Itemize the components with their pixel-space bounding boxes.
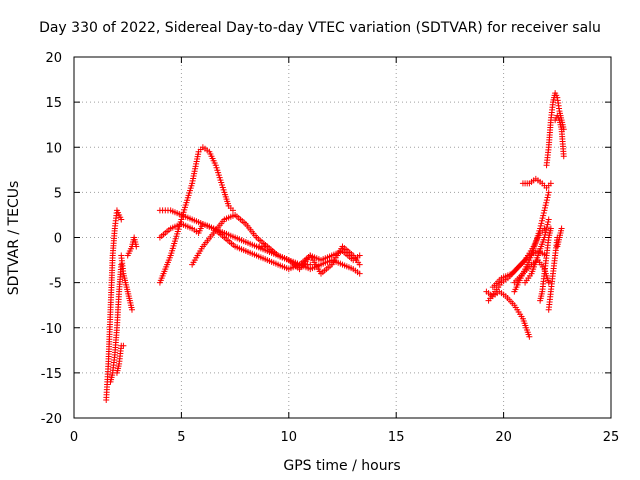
series-arc-15 [511,189,552,295]
y-axis-ticks: -20 -15 -10 -5 0 5 10 15 20 [41,51,611,427]
series-arc-22 [552,112,567,160]
plot-frame [73,56,612,419]
data-point [545,219,552,226]
data-point [547,225,554,232]
series-arc-11 [483,288,533,340]
series-arc-2 [107,261,125,385]
series-arc-17 [519,175,554,191]
data-point [543,224,550,231]
y-tick-label: 0 [54,232,62,247]
data-point [537,225,544,232]
series-arc-1 [103,207,125,403]
series-arc-18 [537,225,554,304]
data-point [540,212,547,219]
series-arc-4 [118,252,135,313]
data-point [558,225,565,232]
data-point [542,204,549,211]
x-tick-label: 0 [70,430,78,445]
data-point [541,207,548,214]
series-arc-5 [124,234,140,259]
data-point [545,216,552,223]
y-tick-label: 5 [54,186,62,201]
data-point [537,222,544,229]
x-tick-label: 5 [177,430,185,445]
series-arc-8 [156,220,363,277]
data-point [539,215,546,222]
y-tick-label: 20 [45,51,62,66]
grid-lines [74,57,611,418]
x-axis-label: GPS time / hours [283,458,400,474]
data-point [544,221,551,228]
data-point [538,220,545,227]
data-point [543,199,550,206]
data-point [543,226,550,233]
data-point [356,261,363,268]
data-point [560,153,567,160]
series-arc-21 [554,225,565,250]
y-tick-label: 10 [45,141,62,156]
data-point [356,270,363,277]
y-tick-label: -10 [41,322,62,337]
data-point [118,216,125,223]
data-point [120,342,127,349]
x-tick-label: 15 [388,430,405,445]
y-tick-label: -5 [49,277,62,292]
data-point [118,261,125,268]
series-arc-10 [253,243,363,277]
data-point [128,306,135,313]
series-arc-6 [156,144,236,286]
x-tick-label: 20 [495,430,512,445]
chart-title: Day 330 of 2022, Sidereal Day-to-day VTE… [39,20,601,36]
data-point [547,180,554,187]
data-point [526,333,533,340]
y-axis-label: SDTVAR / TECUs [6,181,22,296]
data-point [356,252,363,259]
data-point [542,202,549,209]
x-tick-label: 25 [603,430,620,445]
data-point [133,243,140,250]
data-point [544,194,551,201]
data-point [545,279,552,286]
x-tick-label: 10 [281,430,298,445]
y-tick-label: -20 [41,412,62,427]
data-point [229,207,236,214]
y-tick-label: 15 [45,96,62,111]
data-point [540,210,547,217]
data-point [545,189,552,196]
data-points [103,90,567,403]
series-arc-9 [189,211,363,268]
y-tick-label: -15 [41,367,62,382]
data-point [542,229,549,236]
data-point [545,191,552,198]
data-point [538,217,545,224]
series-arc-3 [113,342,127,376]
data-point [543,197,550,204]
series-arc-16 [522,216,552,286]
